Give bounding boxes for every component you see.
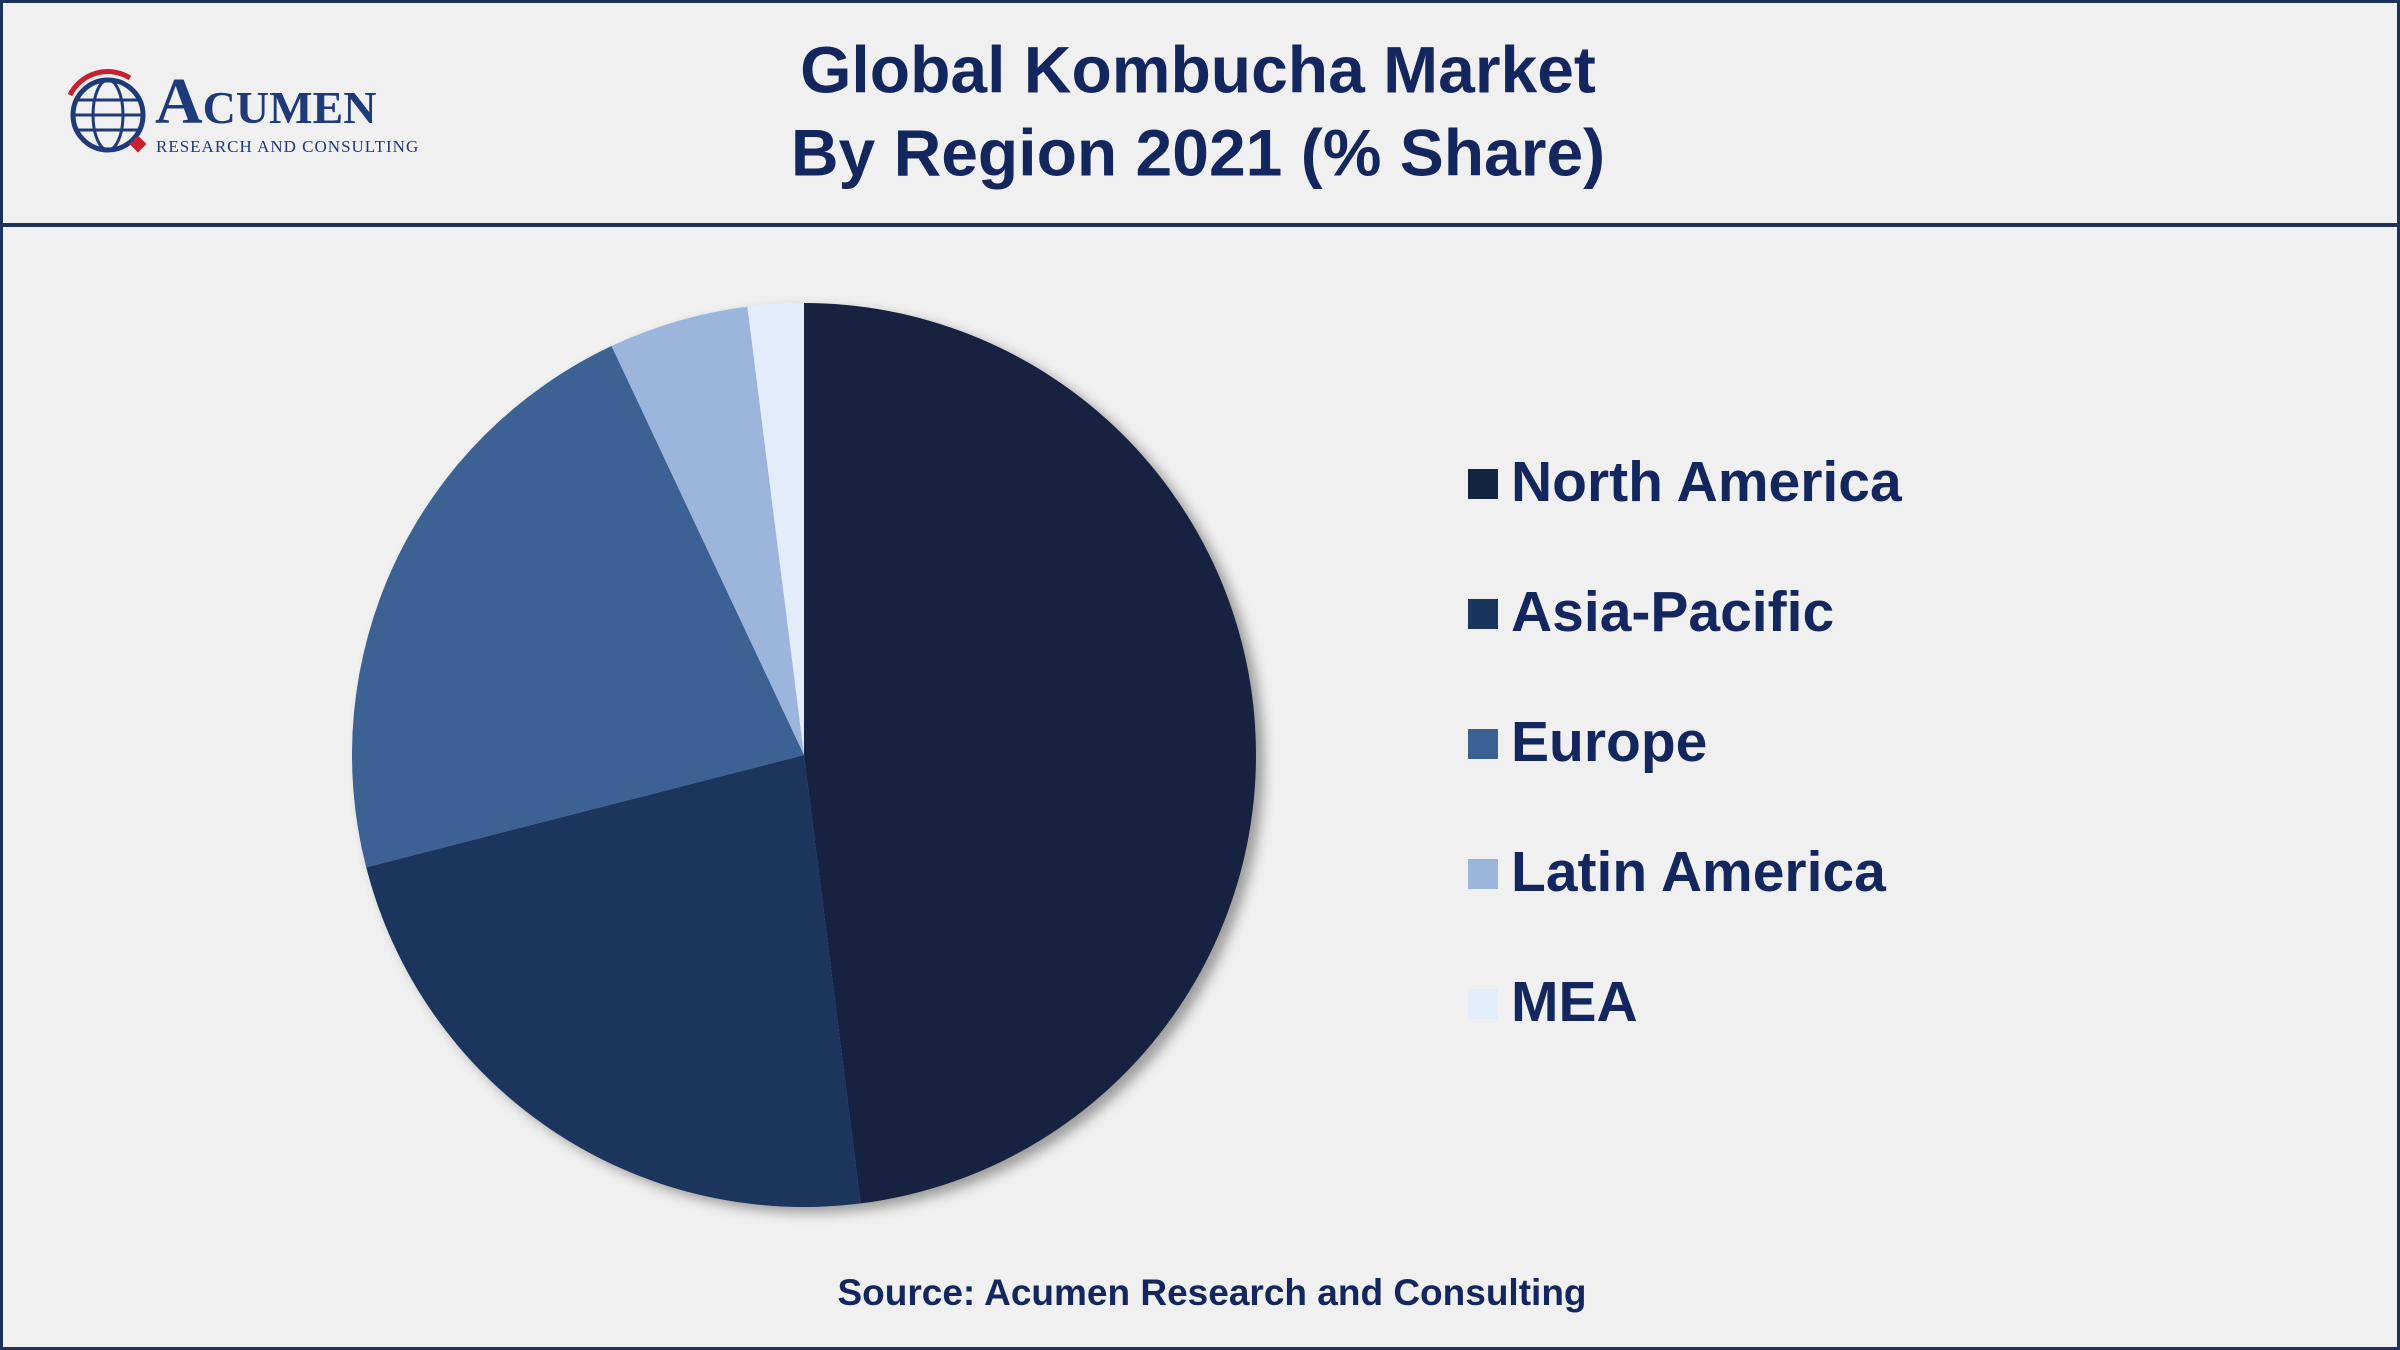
logo-swoosh (67, 69, 132, 97)
logo-tagline: RESEARCH AND CONSULTING (156, 137, 419, 156)
legend-swatch (1468, 729, 1498, 759)
pie (352, 303, 1256, 1207)
legend-label: Europe (1511, 710, 1707, 774)
chart-subtitle: By Region 2021 (% Share) (791, 115, 1605, 189)
legend-label: North America (1511, 450, 1903, 514)
legend-swatch (1468, 469, 1498, 499)
pie-slice (611, 306, 804, 755)
legend-label: Latin America (1511, 840, 1887, 904)
legend-swatch (1468, 989, 1498, 1019)
chart-title: Global Kombucha Market (800, 32, 1596, 106)
legend-label: Asia-Pacific (1511, 580, 1834, 644)
logo-name: Acumen (155, 65, 376, 138)
logo-diamond (129, 135, 147, 153)
logo: Acumen RESEARCH AND CONSULTING (67, 65, 419, 156)
pie-slice (366, 755, 861, 1207)
legend-label: MEA (1511, 970, 1638, 1034)
pie-slice (352, 346, 804, 868)
legend-swatch (1468, 599, 1498, 629)
pie-slice (747, 303, 804, 755)
source: Source: Acumen Research and Consulting (837, 1272, 1586, 1313)
pie-slice (804, 303, 1256, 1204)
legend-swatch (1468, 859, 1498, 889)
